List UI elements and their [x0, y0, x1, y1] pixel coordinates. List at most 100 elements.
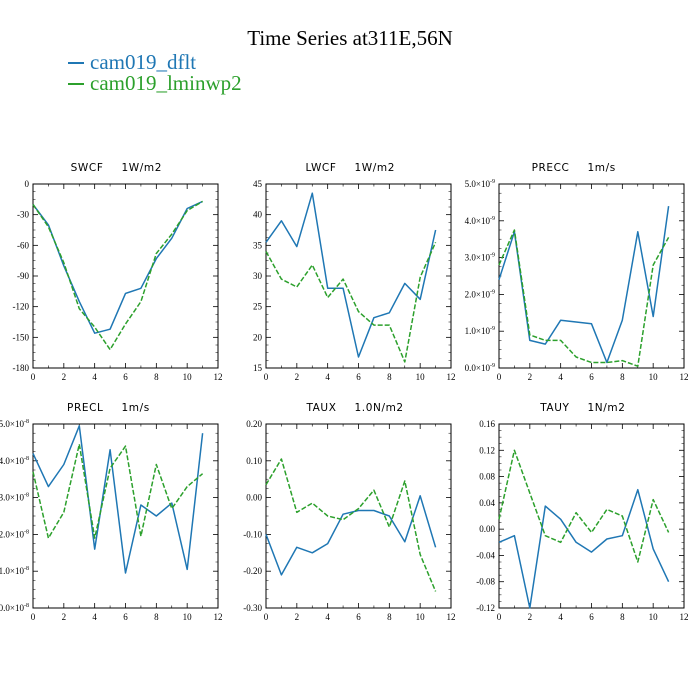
y-tick-label: 35 [253, 240, 263, 250]
y-tick-exponent: -8 [24, 603, 29, 609]
x-tick-label: 4 [558, 612, 563, 622]
series-line-cam019-lminwp2 [265, 241, 437, 363]
panel-units: 1.0N/m2 [355, 402, 404, 414]
panel-units: 1W/m2 [355, 162, 396, 174]
x-tick-label: 10 [183, 612, 193, 622]
y-tick-label: 2.0×10-8 [0, 529, 29, 539]
x-tick-label: 4 [92, 372, 97, 382]
legend-label: cam019_dflt [90, 50, 197, 74]
y-tick-exponent: -8 [24, 529, 29, 535]
legend-swatch [68, 83, 84, 85]
x-tick-label: 6 [356, 612, 361, 622]
y-tick-label: 0.04 [479, 498, 495, 508]
panel-title: LWCF [305, 162, 336, 174]
y-tick-exponent: -9 [490, 363, 495, 369]
x-tick-label: 8 [154, 372, 159, 382]
x-tick-label: 2 [295, 612, 300, 622]
chart-main-title: Time Series at311E,56N [247, 26, 453, 50]
y-tick-label: 25 [253, 302, 263, 312]
y-tick-label: 4.0×10-8 [0, 456, 29, 466]
panel-title: TAUY [539, 402, 569, 414]
y-tick-label: 1.0×10-9 [465, 326, 495, 336]
y-tick-exponent: -8 [24, 419, 29, 425]
plot-frame [265, 183, 452, 369]
y-tick-label: -120 [13, 302, 30, 312]
plot-frame [32, 183, 219, 369]
x-tick-label: 0 [264, 372, 269, 382]
series-line-cam019-lminwp2 [32, 200, 203, 351]
x-tick-label: 8 [620, 372, 625, 382]
plot-frame [265, 423, 452, 609]
y-tick-exponent: -8 [24, 493, 29, 499]
series-line-cam019-dflt [498, 205, 670, 364]
y-tick-label: 0 [25, 179, 30, 189]
panel-taux: TAUX 1.0N/m2 0 2 4 6 8 10 12 0.20 0.10 0.00 -0.10 -0.… [243, 402, 455, 622]
x-tick-label: 6 [356, 372, 361, 382]
x-tick-label: 8 [620, 612, 625, 622]
x-tick-label: 12 [447, 612, 456, 622]
x-tick-label: 8 [387, 372, 392, 382]
y-tick-exponent: -9 [490, 326, 495, 332]
y-tick-label: 3.0×10-9 [465, 253, 495, 263]
legend-entry-lminwp2: cam019_lminwp2 [68, 72, 242, 94]
x-tick-label: 4 [325, 372, 330, 382]
y-tick-label: -150 [13, 332, 30, 342]
y-tick-label: -0.30 [243, 603, 262, 613]
y-tick-label: 0.10 [246, 456, 262, 466]
y-tick-label: 0.00 [246, 493, 262, 503]
y-tick-label: 5.0×10-8 [0, 419, 29, 429]
x-tick-label: 10 [416, 372, 426, 382]
y-tick-label: 0.12 [479, 445, 495, 455]
x-tick-label: 12 [680, 372, 689, 382]
x-tick-label: 2 [528, 372, 533, 382]
y-tick-exponent: -9 [490, 289, 495, 295]
y-tick-exponent: -8 [24, 456, 29, 462]
panel-precc: PRECC 1m/s 0 2 4 6 8 10 12 5.0×10-9 4.0×10-9 3.0×10… [465, 162, 689, 382]
y-tick-exponent: -9 [490, 216, 495, 222]
panel-units: 1W/m2 [122, 162, 163, 174]
series-line-cam019-dflt [32, 425, 204, 574]
y-tick-label: 0.08 [479, 472, 495, 482]
x-tick-label: 12 [680, 612, 689, 622]
y-tick-label: 0.00 [479, 524, 495, 534]
series-line-cam019-lminwp2 [498, 449, 670, 563]
panel-units: 1m/s [122, 402, 150, 414]
x-tick-label: 6 [589, 612, 594, 622]
y-tick-label: 30 [253, 271, 263, 281]
x-tick-label: 0 [497, 612, 502, 622]
panel-title: SWCF [71, 162, 104, 174]
y-tick-label: 4.0×10-9 [465, 216, 495, 226]
y-tick-label: 3.0×10-8 [0, 493, 29, 503]
plot-frame [498, 423, 685, 609]
legend-swatch [68, 62, 84, 64]
x-tick-label: 8 [387, 612, 392, 622]
series-line-cam019-dflt [498, 488, 670, 609]
x-tick-label: 12 [214, 612, 223, 622]
panel-precl: PRECL 1m/s 0 2 4 6 8 10 12 5.0×10-8 4.0×10-8 3.0×10… [0, 402, 223, 622]
series-line-cam019-lminwp2 [498, 229, 670, 367]
x-tick-label: 0 [31, 612, 36, 622]
x-tick-label: 6 [123, 372, 128, 382]
x-tick-label: 10 [183, 372, 193, 382]
y-tick-exponent: -8 [24, 566, 29, 572]
x-tick-label: 4 [92, 612, 97, 622]
y-tick-label: 0.0×10-8 [0, 603, 29, 613]
x-tick-label: 2 [62, 372, 67, 382]
panel-swcf: SWCF 1W/m2 0 2 4 6 8 10 12 0 -30 -60 -90 -120 -150 -180 [13, 162, 223, 382]
series-line-cam019-lminwp2 [265, 458, 437, 592]
x-tick-label: 2 [62, 612, 67, 622]
y-tick-exponent: -9 [490, 253, 495, 259]
y-tick-label: -180 [13, 363, 30, 373]
series-line-cam019-lminwp2 [32, 443, 204, 539]
y-tick-label: 2.0×10-9 [465, 289, 495, 299]
plot-frame [498, 183, 685, 369]
y-tick-label: 0.0×10-9 [465, 363, 495, 373]
x-tick-label: 0 [264, 612, 269, 622]
legend-entry-dflt: cam019_dflt [68, 51, 196, 73]
panel-lwcf: LWCF 1W/m2 0 2 4 6 8 10 12 45 40 35 30 25 20 15 [253, 162, 456, 382]
x-tick-label: 12 [447, 372, 456, 382]
y-tick-label: 5.0×10-9 [465, 179, 495, 189]
x-tick-label: 10 [649, 372, 659, 382]
x-tick-label: 12 [214, 372, 223, 382]
